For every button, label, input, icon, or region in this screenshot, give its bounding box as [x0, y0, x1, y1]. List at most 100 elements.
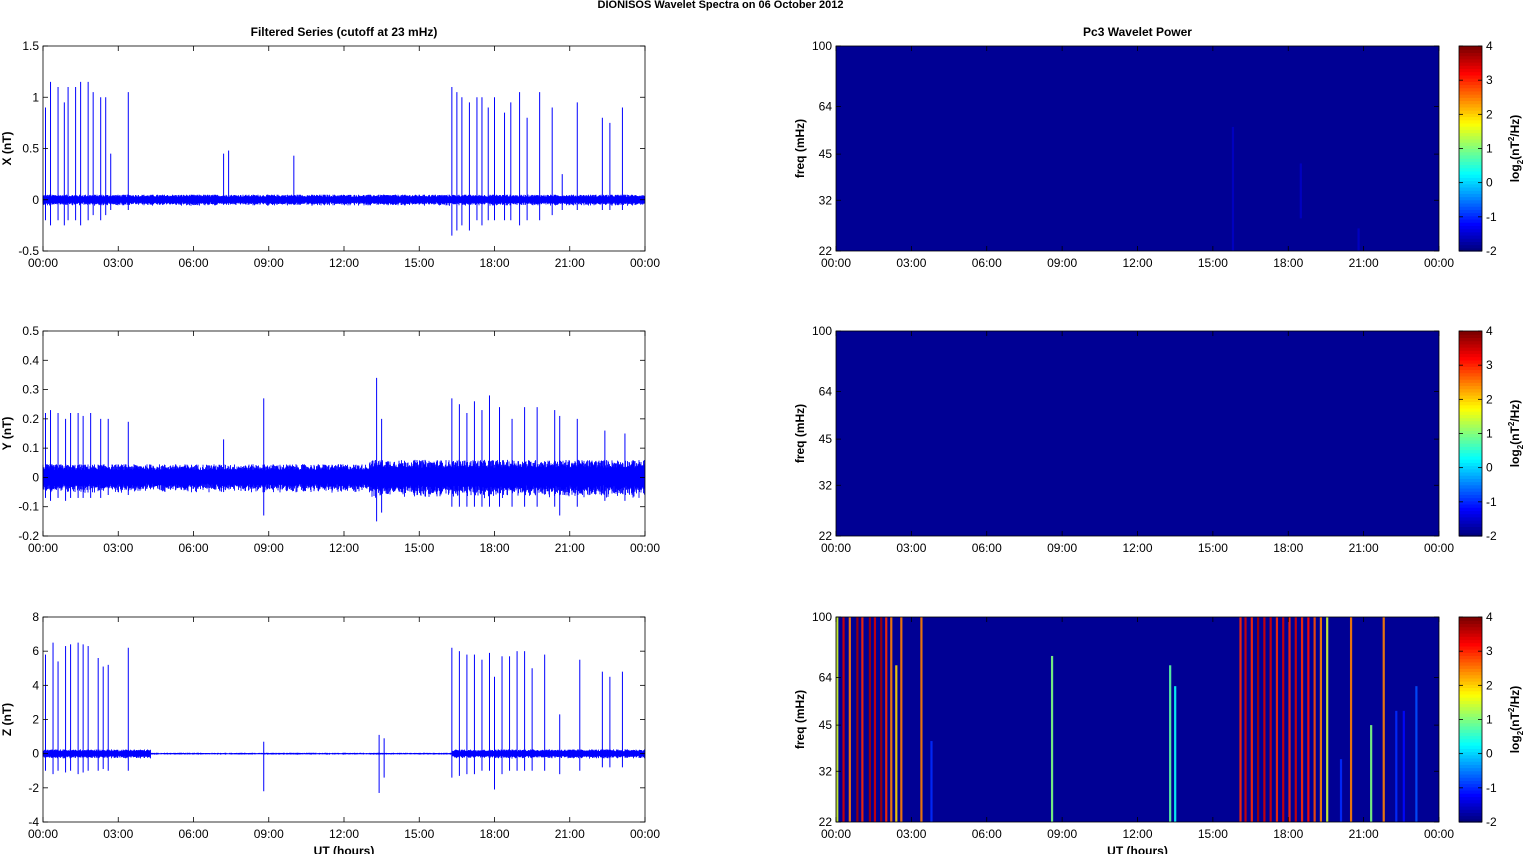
x-tick-label: 06:00: [972, 541, 1002, 555]
colorbar-cell: [1459, 677, 1482, 682]
colorbar-label-part: 2: [1516, 730, 1525, 735]
colorbar-cell: [1459, 626, 1482, 631]
colorbar-tick-label: 3: [1486, 73, 1493, 87]
colorbar-cell: [1459, 340, 1482, 345]
colorbar-label-part: /Hz): [1508, 400, 1522, 422]
colorbar-cell: [1459, 49, 1482, 54]
colorbar-cell: [1459, 452, 1482, 457]
colorbar-cell: [1459, 462, 1482, 467]
colorbar-cell: [1459, 145, 1482, 150]
colorbar-cell: [1459, 174, 1482, 178]
colorbar-label-part: 2: [1516, 444, 1525, 449]
x-tick-label: 06:00: [972, 827, 1002, 841]
colorbar-cell: [1459, 430, 1482, 435]
x-tick-label: 00:00: [630, 541, 660, 555]
colorbar-tick-label: 3: [1486, 644, 1493, 658]
x-tick-label: 15:00: [404, 827, 434, 841]
y-tick-label: 22: [819, 815, 833, 829]
wavelet-power-streak: [880, 617, 883, 822]
y-tick-label: 45: [819, 147, 833, 161]
colorbar-cell: [1459, 68, 1482, 73]
colorbar-cell: [1459, 164, 1482, 169]
colorbar-cell: [1459, 741, 1482, 746]
colorbar-label-part: log: [1508, 449, 1522, 467]
colorbar-cell: [1459, 510, 1482, 515]
colorbar-cell: [1459, 471, 1482, 476]
colorbar-cell: [1459, 222, 1482, 226]
colorbar-label: log2(nT2/Hz): [1507, 115, 1525, 183]
colorbar-label-part: (nT: [1508, 712, 1522, 731]
x-tick-label: 15:00: [1198, 256, 1228, 270]
colorbar-cell: [1459, 513, 1482, 518]
colorbar-cell: [1459, 468, 1482, 473]
colorbar-label-part: 2: [1516, 159, 1525, 164]
colorbar-label-part: /Hz): [1508, 686, 1522, 708]
colorbar-tick-label: 0: [1486, 747, 1493, 761]
colorbar-cell: [1459, 196, 1482, 201]
wavelet-power-streak: [1050, 655, 1054, 822]
colorbar-cell: [1459, 334, 1482, 339]
colorbar-cell: [1459, 411, 1482, 415]
colorbar-cell: [1459, 815, 1482, 820]
colorbar-cell: [1459, 350, 1482, 355]
colorbar-tick-label: 1: [1486, 427, 1493, 441]
wavelet-power-streak: [873, 617, 877, 822]
colorbar-cell: [1459, 193, 1482, 198]
x-tick-label: 00:00: [28, 541, 58, 555]
colorbar-cell: [1459, 786, 1482, 791]
colorbar-tick-label: 2: [1486, 392, 1493, 406]
colorbar-cell: [1459, 716, 1482, 721]
colorbar-cell: [1459, 190, 1482, 194]
y-tick-label: 100: [812, 324, 832, 338]
colorbar-cell: [1459, 503, 1482, 508]
y-axis-label: freq (mHz): [793, 690, 807, 749]
x-tick-label: 03:00: [896, 541, 926, 555]
colorbar-cell: [1459, 372, 1482, 377]
x-tick-label: 09:00: [1047, 827, 1077, 841]
wavelet-power-streak: [1239, 617, 1242, 822]
colorbar-cell: [1459, 459, 1482, 463]
colorbar-cell: [1459, 356, 1482, 361]
x-tick-label: 18:00: [479, 827, 509, 841]
colorbar-cell: [1459, 337, 1482, 342]
y-tick-label: 22: [819, 529, 833, 543]
x-tick-label: 21:00: [1349, 827, 1379, 841]
colorbar-cell: [1459, 391, 1482, 396]
y-axis-label: freq (mHz): [793, 404, 807, 463]
colorbar-cell: [1459, 228, 1482, 233]
colorbar-cell: [1459, 809, 1482, 813]
colorbar-cell: [1459, 238, 1482, 242]
colorbar-cell: [1459, 449, 1482, 454]
colorbar-cell: [1459, 55, 1482, 60]
colorbar-cell: [1459, 65, 1482, 70]
colorbar-tick-label: -1: [1486, 495, 1497, 509]
colorbar-cell: [1459, 46, 1482, 50]
colorbar-cell: [1459, 649, 1482, 653]
x-tick-label: 09:00: [254, 827, 284, 841]
colorbar-cell: [1459, 497, 1482, 502]
colorbar-cell: [1459, 423, 1482, 428]
filtered-series-panel-2: -0.2 -0.1 0 0.1 0.2 0.3 0.4 0.5 00:00 03:00 06:00 0…: [0, 324, 660, 555]
colorbar-cell: [1459, 491, 1482, 495]
colorbar-cell: [1459, 215, 1482, 220]
wavelet-power-streak: [856, 617, 859, 822]
x-tick-label: 03:00: [896, 827, 926, 841]
colorbar-cell: [1459, 126, 1482, 130]
x-tick-label: 09:00: [1047, 256, 1077, 270]
colorbar-cell: [1459, 142, 1482, 146]
colorbar-cell: [1459, 706, 1482, 711]
x-tick-label: 03:00: [103, 827, 133, 841]
colorbar-cell: [1459, 231, 1482, 236]
x-tick-label: 00:00: [28, 256, 58, 270]
colorbar-label-part: (nT: [1508, 426, 1522, 445]
x-tick-label: 06:00: [178, 256, 208, 270]
colorbar-cell: [1459, 158, 1482, 162]
wavelet-power-streak: [1174, 686, 1177, 822]
colorbar-cell: [1459, 636, 1482, 641]
colorbar-cell: [1459, 433, 1482, 438]
y-tick-label: 0: [32, 747, 39, 761]
colorbar-cell: [1459, 665, 1482, 669]
x-tick-label: 00:00: [28, 827, 58, 841]
